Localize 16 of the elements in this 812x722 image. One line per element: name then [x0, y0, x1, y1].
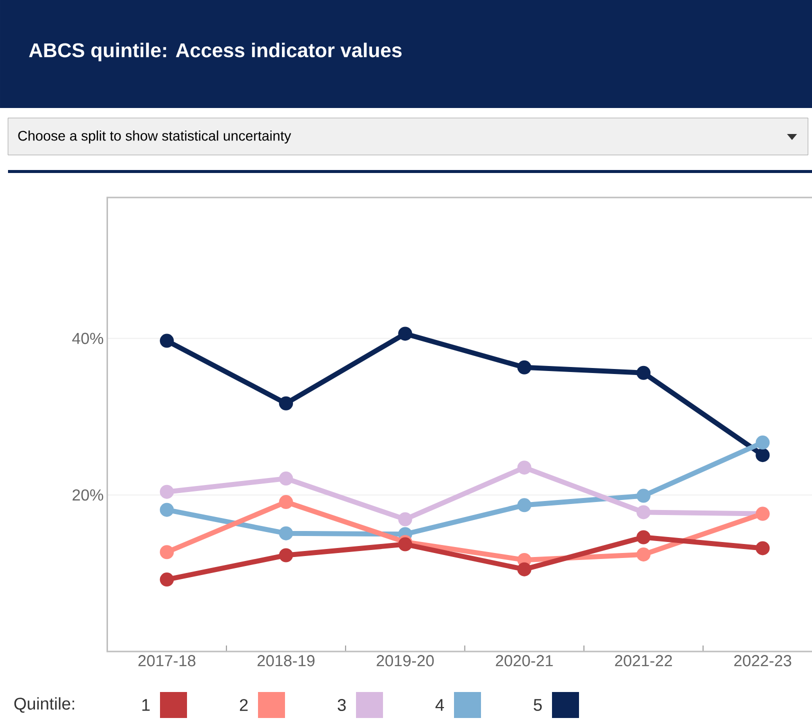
x-tick-label: 2020-21	[496, 655, 553, 666]
legend-title: Quintile:	[14, 697, 74, 713]
y-tick-label: 40%	[72, 332, 104, 344]
x-tick-label: 2017-18	[138, 655, 196, 666]
x-tick-label: 2021-22	[615, 655, 672, 666]
chart-title: ABCS quintile: Access indicator values	[29, 42, 402, 62]
legend-label: 1	[142, 699, 150, 711]
chart-subtitle: Choose a split to show statistical uncertainty	[18, 130, 292, 144]
legend-label: 4	[435, 699, 444, 711]
legend-label: 5	[534, 699, 542, 711]
legend-label: 3	[338, 698, 346, 711]
x-tick-label: 2018-19	[258, 655, 314, 666]
legend-label: 2	[240, 699, 248, 711]
y-tick-label: 20%	[72, 489, 104, 501]
x-tick-label: 2022-23	[734, 655, 792, 666]
x-tick-label: 2019-20	[376, 655, 434, 666]
